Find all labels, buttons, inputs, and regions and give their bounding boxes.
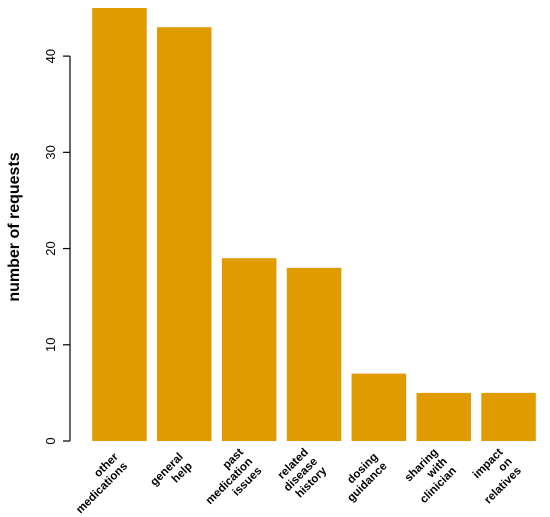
category-label-6: impactonrelatives bbox=[464, 446, 524, 506]
category-label-0: othermedications bbox=[65, 451, 131, 517]
category-label-3: relateddiseasehistory bbox=[273, 446, 330, 503]
x-axis-labels: othermedications generalhelppastmedicatio… bbox=[65, 446, 524, 517]
y-tick-label-4: 40 bbox=[43, 49, 58, 63]
y-tick-label-3: 30 bbox=[43, 145, 58, 159]
y-tick-label-2: 20 bbox=[43, 241, 58, 255]
category-label-4: dosingguidance bbox=[336, 451, 389, 504]
bar-3 bbox=[286, 267, 342, 441]
category-label-5: sharingwithclinician bbox=[400, 446, 459, 505]
category-label-2: pastmedicationissues bbox=[195, 446, 265, 516]
bar-5 bbox=[416, 392, 471, 441]
y-tick-label-0: 0 bbox=[43, 437, 58, 444]
y-axis-label: number of requests bbox=[6, 152, 23, 301]
bar-2 bbox=[221, 258, 277, 441]
bar-0 bbox=[92, 8, 147, 441]
bar-6 bbox=[481, 392, 536, 441]
category-label-1: generalhelp bbox=[148, 451, 195, 498]
bars-group bbox=[92, 8, 536, 441]
y-axis: 0 10 20 30 40 bbox=[43, 49, 71, 445]
bar-4 bbox=[351, 373, 407, 441]
bar-1 bbox=[157, 27, 212, 441]
y-tick-label-1: 10 bbox=[43, 338, 58, 352]
